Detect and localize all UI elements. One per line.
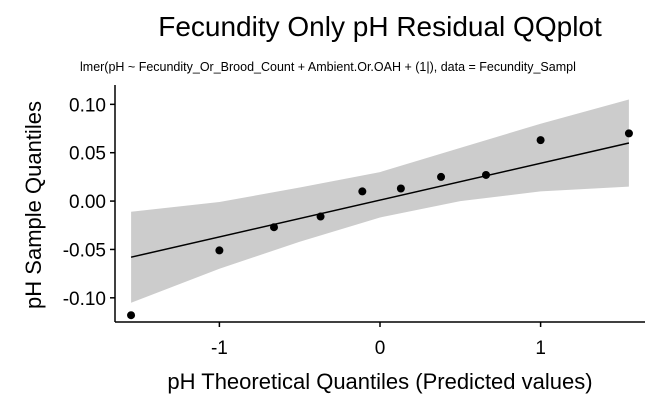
chart-subtitle: lmer(pH ~ Fecundity_Or_Brood_Count + Amb…: [80, 60, 576, 74]
data-point: [482, 170, 490, 179]
data-point: [358, 187, 367, 196]
x-tick-label: 0: [375, 338, 386, 359]
data-point: [316, 212, 325, 221]
y-tick-label: -0.10: [63, 289, 106, 310]
y-tick-label: 0.05: [69, 144, 106, 165]
points-layer: [127, 129, 633, 320]
y-tick-label: -0.05: [63, 240, 106, 261]
x-axis-title: pH Theoretical Quantiles (Predicted valu…: [167, 369, 592, 394]
data-point: [437, 172, 446, 181]
x-tick-label: -1: [211, 338, 228, 359]
y-axis-title: pH Sample Quantiles: [21, 101, 46, 309]
y-axis-ticks: 0.10 0.05 0.00 -0.05 -0.10: [63, 95, 115, 310]
data-point: [127, 311, 136, 320]
chart-title: Fecundity Only pH Residual QQplot: [158, 11, 602, 42]
data-point: [270, 223, 278, 232]
confidence-band-layer: [131, 99, 629, 303]
confidence-band: [131, 99, 629, 303]
x-tick-label: 1: [535, 338, 546, 359]
reference-line: [130, 142, 630, 258]
y-tick-label: 0.10: [69, 95, 106, 116]
reference-line-layer: [130, 142, 630, 258]
data-point: [536, 136, 545, 145]
data-point: [215, 246, 224, 255]
x-axis-ticks: -1 0 1: [211, 322, 546, 359]
y-tick-label: 0.00: [69, 192, 106, 213]
data-point: [396, 184, 405, 193]
data-point: [624, 129, 633, 138]
